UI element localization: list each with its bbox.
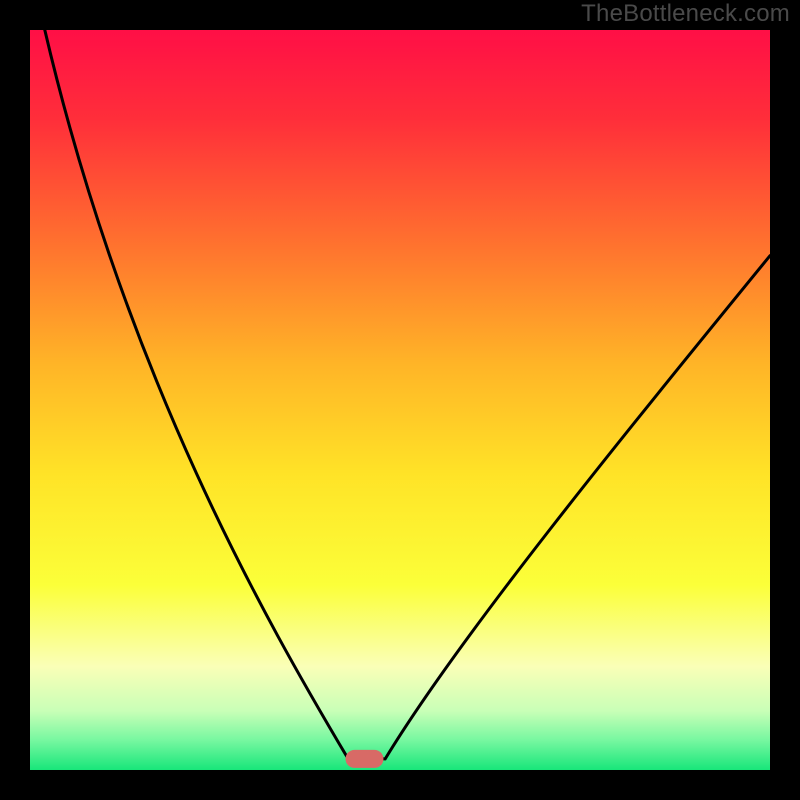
watermark-text: TheBottleneck.com [581,0,790,28]
plot-background [30,30,770,770]
chart-svg [0,0,800,800]
bottleneck-chart: TheBottleneck.com [0,0,800,800]
optimal-marker [345,750,383,768]
